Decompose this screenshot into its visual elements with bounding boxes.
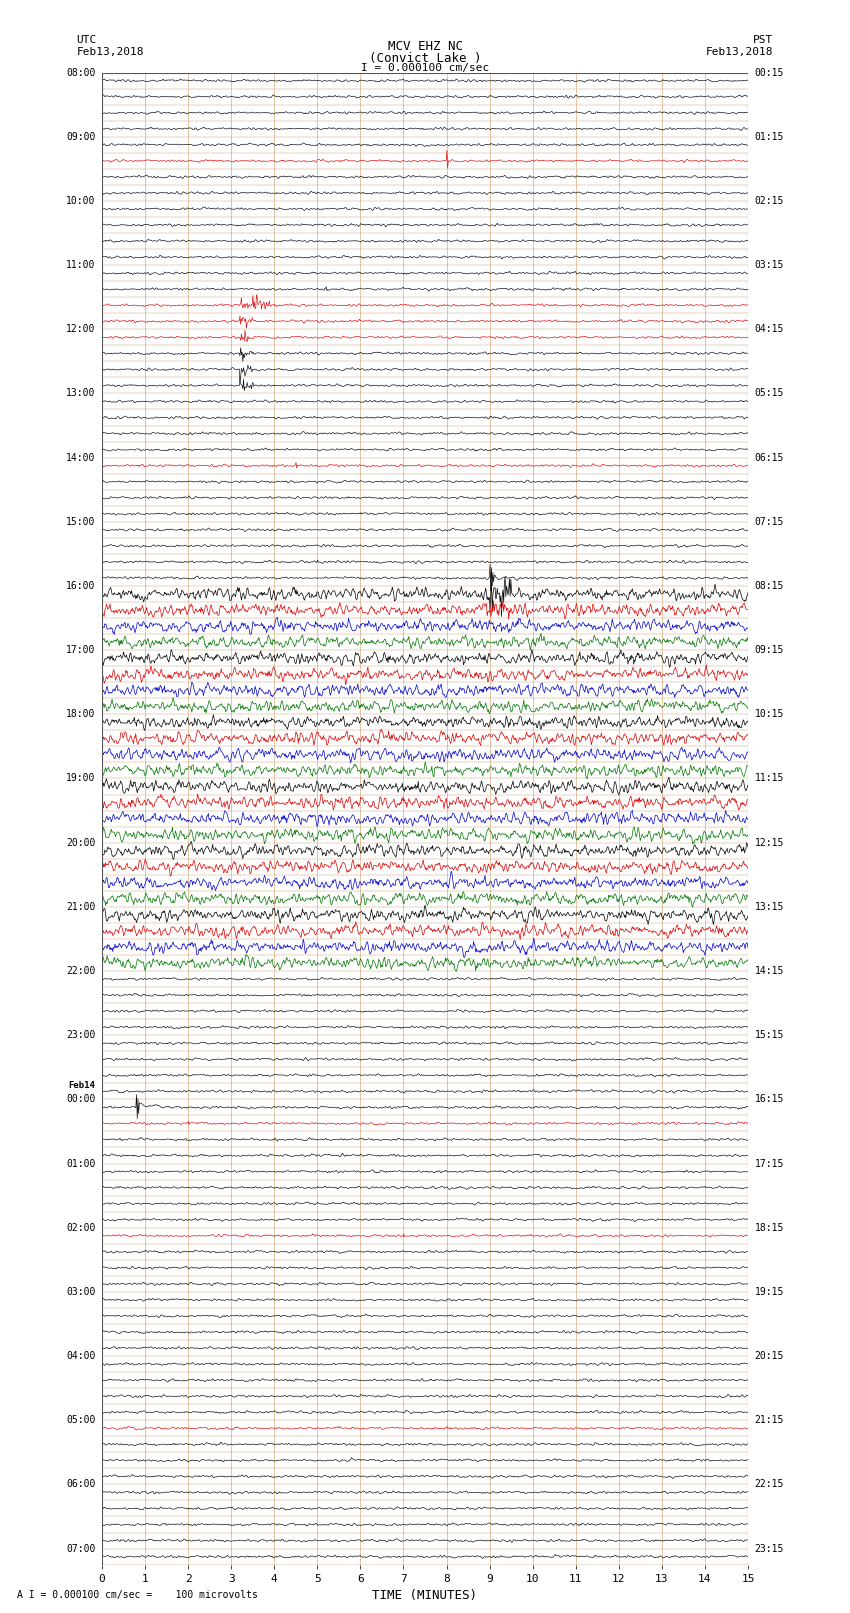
Text: 23:00: 23:00 (66, 1031, 95, 1040)
Text: 19:15: 19:15 (755, 1287, 784, 1297)
Text: 18:15: 18:15 (755, 1223, 784, 1232)
Text: 02:15: 02:15 (755, 195, 784, 206)
Text: 14:15: 14:15 (755, 966, 784, 976)
Text: 02:00: 02:00 (66, 1223, 95, 1232)
Text: 22:00: 22:00 (66, 966, 95, 976)
Text: 07:00: 07:00 (66, 1544, 95, 1553)
Text: 13:15: 13:15 (755, 902, 784, 911)
Text: 11:00: 11:00 (66, 260, 95, 269)
Text: 15:00: 15:00 (66, 516, 95, 527)
Text: 21:00: 21:00 (66, 902, 95, 911)
Text: 21:15: 21:15 (755, 1415, 784, 1426)
Text: I = 0.000100 cm/sec: I = 0.000100 cm/sec (361, 63, 489, 73)
Text: 01:00: 01:00 (66, 1158, 95, 1168)
Text: 04:15: 04:15 (755, 324, 784, 334)
Text: 10:15: 10:15 (755, 710, 784, 719)
Text: Feb13,2018: Feb13,2018 (706, 47, 774, 56)
Text: 03:00: 03:00 (66, 1287, 95, 1297)
Text: PST: PST (753, 35, 774, 45)
Text: 00:15: 00:15 (755, 68, 784, 77)
Text: 10:00: 10:00 (66, 195, 95, 206)
Text: UTC: UTC (76, 35, 97, 45)
Text: 12:00: 12:00 (66, 324, 95, 334)
Text: 08:00: 08:00 (66, 68, 95, 77)
Text: 20:00: 20:00 (66, 837, 95, 848)
Text: 08:15: 08:15 (755, 581, 784, 590)
Text: Feb14: Feb14 (69, 1081, 95, 1090)
Text: 19:00: 19:00 (66, 774, 95, 784)
Text: 20:15: 20:15 (755, 1352, 784, 1361)
Text: 14:00: 14:00 (66, 453, 95, 463)
Text: 06:00: 06:00 (66, 1479, 95, 1489)
Text: A I = 0.000100 cm/sec =    100 microvolts: A I = 0.000100 cm/sec = 100 microvolts (17, 1590, 258, 1600)
Text: 05:00: 05:00 (66, 1415, 95, 1426)
Text: 23:15: 23:15 (755, 1544, 784, 1553)
Text: Feb13,2018: Feb13,2018 (76, 47, 144, 56)
Text: 06:15: 06:15 (755, 453, 784, 463)
Text: 04:00: 04:00 (66, 1352, 95, 1361)
Text: 16:00: 16:00 (66, 581, 95, 590)
Text: 01:15: 01:15 (755, 132, 784, 142)
Text: 11:15: 11:15 (755, 774, 784, 784)
Text: 09:15: 09:15 (755, 645, 784, 655)
X-axis label: TIME (MINUTES): TIME (MINUTES) (372, 1589, 478, 1602)
Text: 15:15: 15:15 (755, 1031, 784, 1040)
Text: 00:00: 00:00 (66, 1094, 95, 1105)
Text: 07:15: 07:15 (755, 516, 784, 527)
Text: 17:15: 17:15 (755, 1158, 784, 1168)
Text: 03:15: 03:15 (755, 260, 784, 269)
Text: 16:15: 16:15 (755, 1094, 784, 1105)
Text: (Convict Lake ): (Convict Lake ) (369, 52, 481, 65)
Text: MCV EHZ NC: MCV EHZ NC (388, 40, 462, 53)
Text: 09:00: 09:00 (66, 132, 95, 142)
Text: 22:15: 22:15 (755, 1479, 784, 1489)
Text: 05:15: 05:15 (755, 389, 784, 398)
Text: 13:00: 13:00 (66, 389, 95, 398)
Text: 18:00: 18:00 (66, 710, 95, 719)
Text: 17:00: 17:00 (66, 645, 95, 655)
Text: 12:15: 12:15 (755, 837, 784, 848)
